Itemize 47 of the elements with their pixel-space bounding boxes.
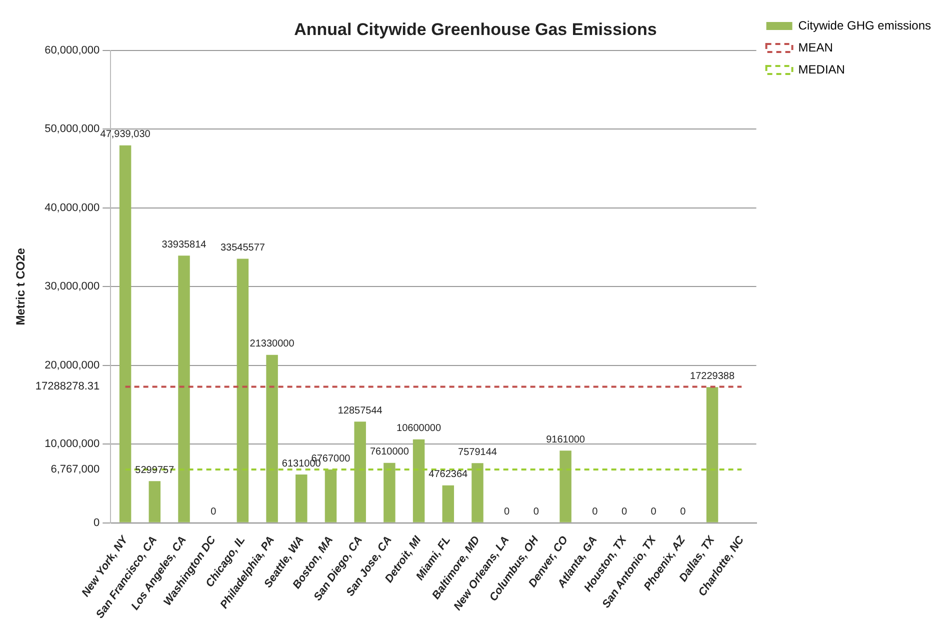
- data-label: 17229388: [690, 370, 735, 382]
- bar: [354, 422, 366, 522]
- data-label: 0: [504, 506, 510, 518]
- bar: [442, 485, 454, 522]
- y-tick-label: 10,000,000: [44, 438, 100, 450]
- bar: [384, 462, 396, 522]
- legend-label: MEAN: [798, 40, 833, 54]
- data-label: 0: [621, 506, 628, 518]
- data-label: 47,939,030: [100, 129, 151, 140]
- bar: [296, 474, 308, 522]
- bar: [472, 463, 484, 522]
- data-label: 7610000: [370, 446, 410, 458]
- data-label: 0: [592, 506, 598, 518]
- y-axis-title: Metric t CO2e: [14, 248, 28, 326]
- y-tick-label: 30,000,000: [44, 280, 100, 293]
- y-tick-label: 17288278.31: [35, 380, 100, 393]
- data-label: 0: [533, 506, 540, 518]
- y-tick-label: 6,767,000: [50, 464, 100, 476]
- data-label: 21330000: [250, 338, 295, 350]
- data-label: 12857544: [338, 405, 383, 416]
- y-tick-label: 60,000,000: [44, 44, 100, 56]
- y-tick-label: 20,000,000: [44, 359, 100, 372]
- data-label: 33935814: [162, 239, 207, 250]
- data-label: 4762364: [428, 469, 468, 480]
- bar: [560, 450, 572, 522]
- bar: [266, 354, 278, 522]
- chart-title: Annual Citywide Greenhouse Gas Emissions: [294, 20, 657, 39]
- data-label: 5299757: [135, 464, 175, 476]
- legend-label: Citywide GHG emissions: [798, 18, 932, 32]
- bar: [236, 258, 249, 522]
- data-label: 10600000: [396, 423, 442, 434]
- data-label: 0: [680, 506, 686, 518]
- y-tick-label: 40,000,000: [44, 202, 100, 214]
- bar: [412, 439, 425, 522]
- bar: [706, 387, 718, 522]
- data-label: 0: [650, 506, 657, 518]
- data-label: 0: [210, 506, 217, 518]
- y-tick-label: 0: [94, 516, 100, 529]
- y-tick-label: 50,000,000: [44, 123, 100, 136]
- bar: [324, 470, 337, 522]
- bar: [119, 145, 132, 522]
- data-label: 9161000: [546, 434, 586, 446]
- legend-label: MEDIAN: [798, 62, 845, 76]
- data-label: 33545577: [220, 242, 266, 254]
- bar: [148, 481, 161, 522]
- bar: [178, 256, 190, 522]
- data-label: 7579144: [458, 446, 498, 458]
